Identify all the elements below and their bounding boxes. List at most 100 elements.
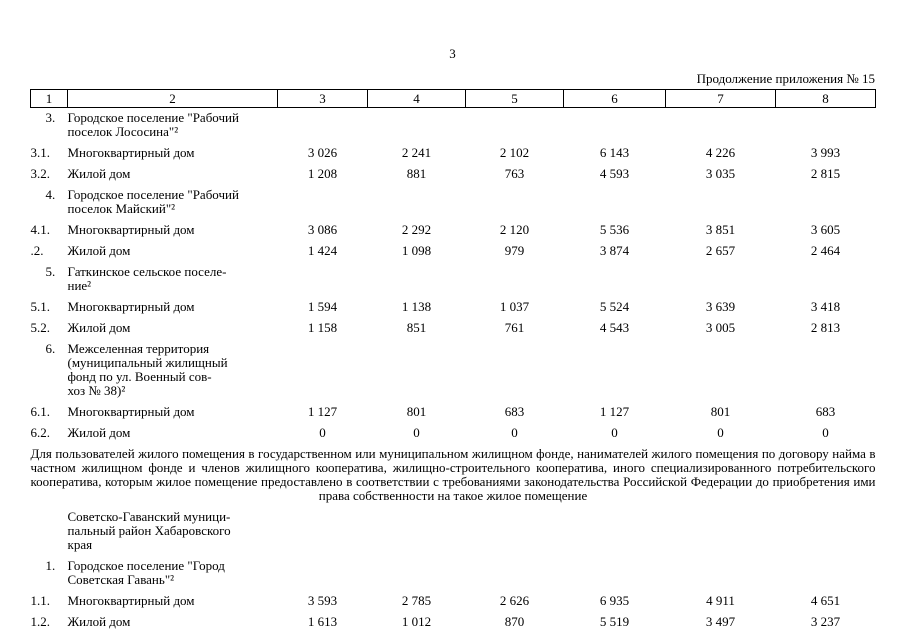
cell-value: 1 158	[307, 320, 338, 335]
cell-value: 6 935	[599, 593, 630, 608]
cell-value: 3 593	[307, 593, 338, 608]
row-label: Гаткинское сельское поселе- ние²	[67, 264, 227, 293]
row-number: 5.1.	[30, 299, 51, 314]
page-number: 3	[449, 46, 456, 61]
column-header-1: 1	[30, 89, 68, 108]
cell-value: 3 639	[705, 299, 736, 314]
row-number: 1.	[45, 558, 56, 573]
cell-value: 5 536	[599, 222, 630, 237]
section-row: 1. Городское поселение "Город Советская …	[31, 556, 876, 591]
cell-value: 3 026	[307, 145, 338, 160]
cell-value: 3 005	[705, 320, 736, 335]
table-row: 6.2. Жилой дом 0 0 0 0 0 0	[31, 423, 876, 444]
table-row: 6.1. Многоквартирный дом 1 127 801 683 1…	[31, 402, 876, 423]
cell-value: 4 593	[599, 166, 630, 181]
row-number: 4.	[45, 187, 56, 202]
column-header-6: 6	[563, 89, 666, 108]
row-label: Жилой дом	[67, 320, 131, 335]
row-label: Многоквартирный дом	[67, 222, 195, 237]
cell-value: 5 519	[599, 614, 630, 629]
appendix-continuation-note: Продолжение приложения № 15	[696, 71, 875, 86]
column-header-8: 8	[775, 89, 876, 108]
section-row: 4. Городское поселение "Рабочий поселок …	[31, 185, 876, 220]
cell-value: 0	[413, 425, 420, 440]
cell-value: 0	[611, 425, 618, 440]
cell-value: 0	[717, 425, 724, 440]
cell-value: 881	[406, 166, 427, 181]
row-number: 6.1.	[30, 404, 51, 419]
cell-value: 2 464	[810, 243, 841, 258]
row-number: 4.1.	[30, 222, 51, 237]
cell-value: 1 424	[307, 243, 338, 258]
row-number: 3.	[45, 110, 56, 125]
row-number: 6.	[45, 341, 56, 356]
cell-value: 1 208	[307, 166, 338, 181]
cell-value: 3 237	[810, 614, 841, 629]
cell-value: 683	[815, 404, 836, 419]
cell-value: 4 911	[706, 593, 735, 608]
cell-value: 2 241	[401, 145, 432, 160]
row-label: Многоквартирный дом	[67, 404, 195, 419]
cell-value: 683	[504, 404, 525, 419]
cell-value: 3 851	[705, 222, 736, 237]
cell-value: 2 815	[810, 166, 841, 181]
cell-value: 0	[822, 425, 829, 440]
cell-value: 4 543	[599, 320, 630, 335]
cell-value: 2 626	[499, 593, 530, 608]
cell-value: 1 613	[307, 614, 338, 629]
cell-value: 3 874	[599, 243, 630, 258]
row-label: Советско-Гаванский муници- пальный район…	[67, 509, 231, 552]
section-row: 6. Межселенная территория (муниципальный…	[31, 339, 876, 402]
column-header-2: 2	[67, 89, 278, 108]
column-header-7: 7	[665, 89, 776, 108]
cell-value: 2 102	[499, 145, 530, 160]
cell-value: 761	[504, 320, 525, 335]
cell-value: 1 098	[401, 243, 432, 258]
cell-value: 2 813	[810, 320, 841, 335]
column-header-3: 3	[277, 89, 368, 108]
row-label: Городское поселение "Рабочий поселок Май…	[67, 187, 239, 216]
row-number: 1.2.	[30, 614, 51, 629]
table-row: 3.2. Жилой дом 1 208 881 763 4 593 3 035…	[31, 164, 876, 185]
housing-fund-table: 1 2 3 4 5 6 7 8 3. Городское поселение "…	[30, 89, 876, 633]
row-label: Многоквартирный дом	[67, 145, 195, 160]
cell-value: 3 086	[307, 222, 338, 237]
cell-value: 3 418	[810, 299, 841, 314]
table-row: 3.1. Многоквартирный дом 3 026 2 241 2 1…	[31, 143, 876, 164]
cell-value: 851	[406, 320, 427, 335]
row-number: 5.2.	[30, 320, 51, 335]
cell-value: 979	[504, 243, 525, 258]
cell-value: 3 605	[810, 222, 841, 237]
cell-value: 870	[504, 614, 525, 629]
cell-value: 0	[511, 425, 518, 440]
row-number: 1.1.	[30, 593, 51, 608]
cell-value: 2 292	[401, 222, 432, 237]
row-number: 3.1.	[30, 145, 51, 160]
row-label: Городское поселение "Город Советская Гав…	[67, 558, 225, 587]
table-row: 1.2. Жилой дом 1 613 1 012 870 5 519 3 4…	[31, 612, 876, 633]
row-label: Жилой дом	[67, 243, 131, 258]
cell-value: 0	[319, 425, 326, 440]
cell-value: 3 497	[705, 614, 736, 629]
row-number: .2.	[30, 243, 44, 258]
table-row: 5.1. Многоквартирный дом 1 594 1 138 1 0…	[31, 297, 876, 318]
cell-value: 1 594	[307, 299, 338, 314]
section-row: 3. Городское поселение "Рабочий поселок …	[31, 108, 876, 144]
table-header-row: 1 2 3 4 5 6 7 8	[30, 89, 876, 108]
cell-value: 4 651	[810, 593, 841, 608]
cell-value: 2 657	[705, 243, 736, 258]
cell-value: 1 012	[401, 614, 432, 629]
note-row: Для пользователей жилого помещения в гос…	[31, 444, 876, 507]
row-label: Городское поселение "Рабочий поселок Лос…	[67, 110, 239, 139]
statutory-note-paragraph: Для пользователей жилого помещения в гос…	[30, 446, 876, 503]
row-number: 3.2.	[30, 166, 51, 181]
row-label: Межселенная территория (муниципальный жи…	[67, 341, 228, 398]
table-row: 5.2. Жилой дом 1 158 851 761 4 543 3 005…	[31, 318, 876, 339]
row-label: Многоквартирный дом	[67, 593, 195, 608]
row-number: 6.2.	[30, 425, 51, 440]
cell-value: 1 037	[499, 299, 530, 314]
section-row: Советско-Гаванский муници- пальный район…	[31, 507, 876, 556]
cell-value: 4 226	[705, 145, 736, 160]
cell-value: 1 127	[307, 404, 338, 419]
